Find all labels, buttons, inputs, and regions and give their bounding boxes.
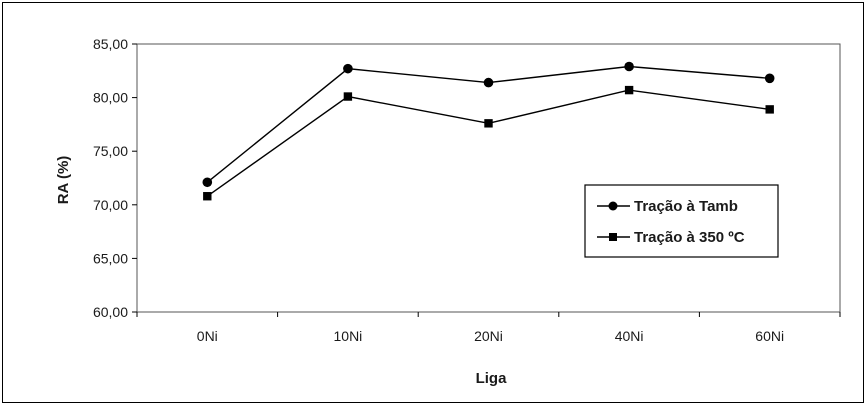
data-point — [484, 119, 493, 128]
y-tick-label: 80,00 — [93, 90, 128, 106]
x-axis-label: Liga — [476, 370, 507, 387]
legend-label-350: Tração à 350 ºC — [634, 229, 745, 246]
x-tick-label: 0Ni — [197, 328, 218, 344]
y-tick-label: 65,00 — [93, 250, 128, 266]
legend-marker-circle — [608, 201, 618, 211]
data-point — [765, 105, 774, 114]
x-tick-label: 20Ni — [474, 328, 503, 344]
data-point — [202, 177, 213, 188]
y-tick-label: 70,00 — [93, 197, 128, 213]
data-point — [624, 61, 634, 72]
series-line-2 — [206, 89, 770, 197]
data-point — [483, 77, 494, 88]
data-point — [203, 192, 212, 201]
x-tick-label: 40Ni — [615, 328, 644, 344]
x-tick-label: 60Ni — [755, 328, 784, 344]
y-tick-label: 85,00 — [93, 36, 128, 52]
x-tick-label: 10Ni — [334, 328, 363, 344]
legend-marker-square — [609, 233, 617, 241]
data-point — [343, 92, 353, 101]
legend-box — [584, 184, 779, 258]
y-axis-label: RA (%) — [55, 156, 72, 205]
y-tick-label: 60,00 — [93, 304, 128, 320]
legend: Tração à Tamb Tração à 350 ºC — [584, 184, 779, 258]
legend-label-tamb: Tração à Tamb — [634, 198, 738, 215]
data-point — [764, 73, 775, 84]
y-tick-label: 75,00 — [93, 143, 128, 159]
data-point — [624, 85, 634, 95]
plot-area — [136, 43, 841, 313]
data-point — [343, 63, 353, 74]
